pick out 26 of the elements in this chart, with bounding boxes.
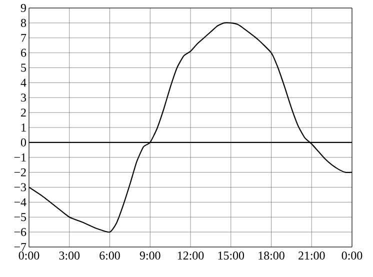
x-tick-label: 3:00 [59, 252, 80, 260]
y-tick-label: −6 [14, 228, 26, 236]
y-tick-label: 4 [20, 78, 26, 87]
y-tick-label: 2 [21, 108, 26, 117]
y-tick-label: −1 [14, 153, 26, 162]
x-tick-label: 18:00 [258, 252, 284, 260]
y-tick-label: 3 [21, 94, 26, 102]
x-tick-label: 0:00 [342, 252, 362, 260]
x-tick-label: 9:00 [140, 252, 160, 260]
y-tick-label: −3 [14, 183, 26, 192]
y-tick-label: −5 [14, 213, 26, 222]
x-tick-label: 12:00 [178, 252, 204, 260]
x-tick-label: 21:00 [298, 252, 325, 260]
y-tick-label: 5 [21, 64, 26, 72]
x-tick-label: 6:00 [100, 252, 120, 260]
y-tick-label: −7 [14, 243, 26, 251]
y-tick-label: −2 [14, 168, 26, 176]
x-tick-label: 15:00 [218, 252, 244, 260]
y-tick-label: 9 [20, 4, 26, 12]
x-tick-label: 0:00 [18, 252, 40, 260]
y-tick-label: 6 [21, 48, 26, 57]
y-tick-label: 0 [20, 138, 26, 146]
y-tick-label: 8 [20, 18, 26, 27]
y-tick-label: 1 [22, 124, 26, 132]
y-tick-label: 7 [21, 34, 26, 42]
y-tick-label: −4 [14, 198, 26, 206]
